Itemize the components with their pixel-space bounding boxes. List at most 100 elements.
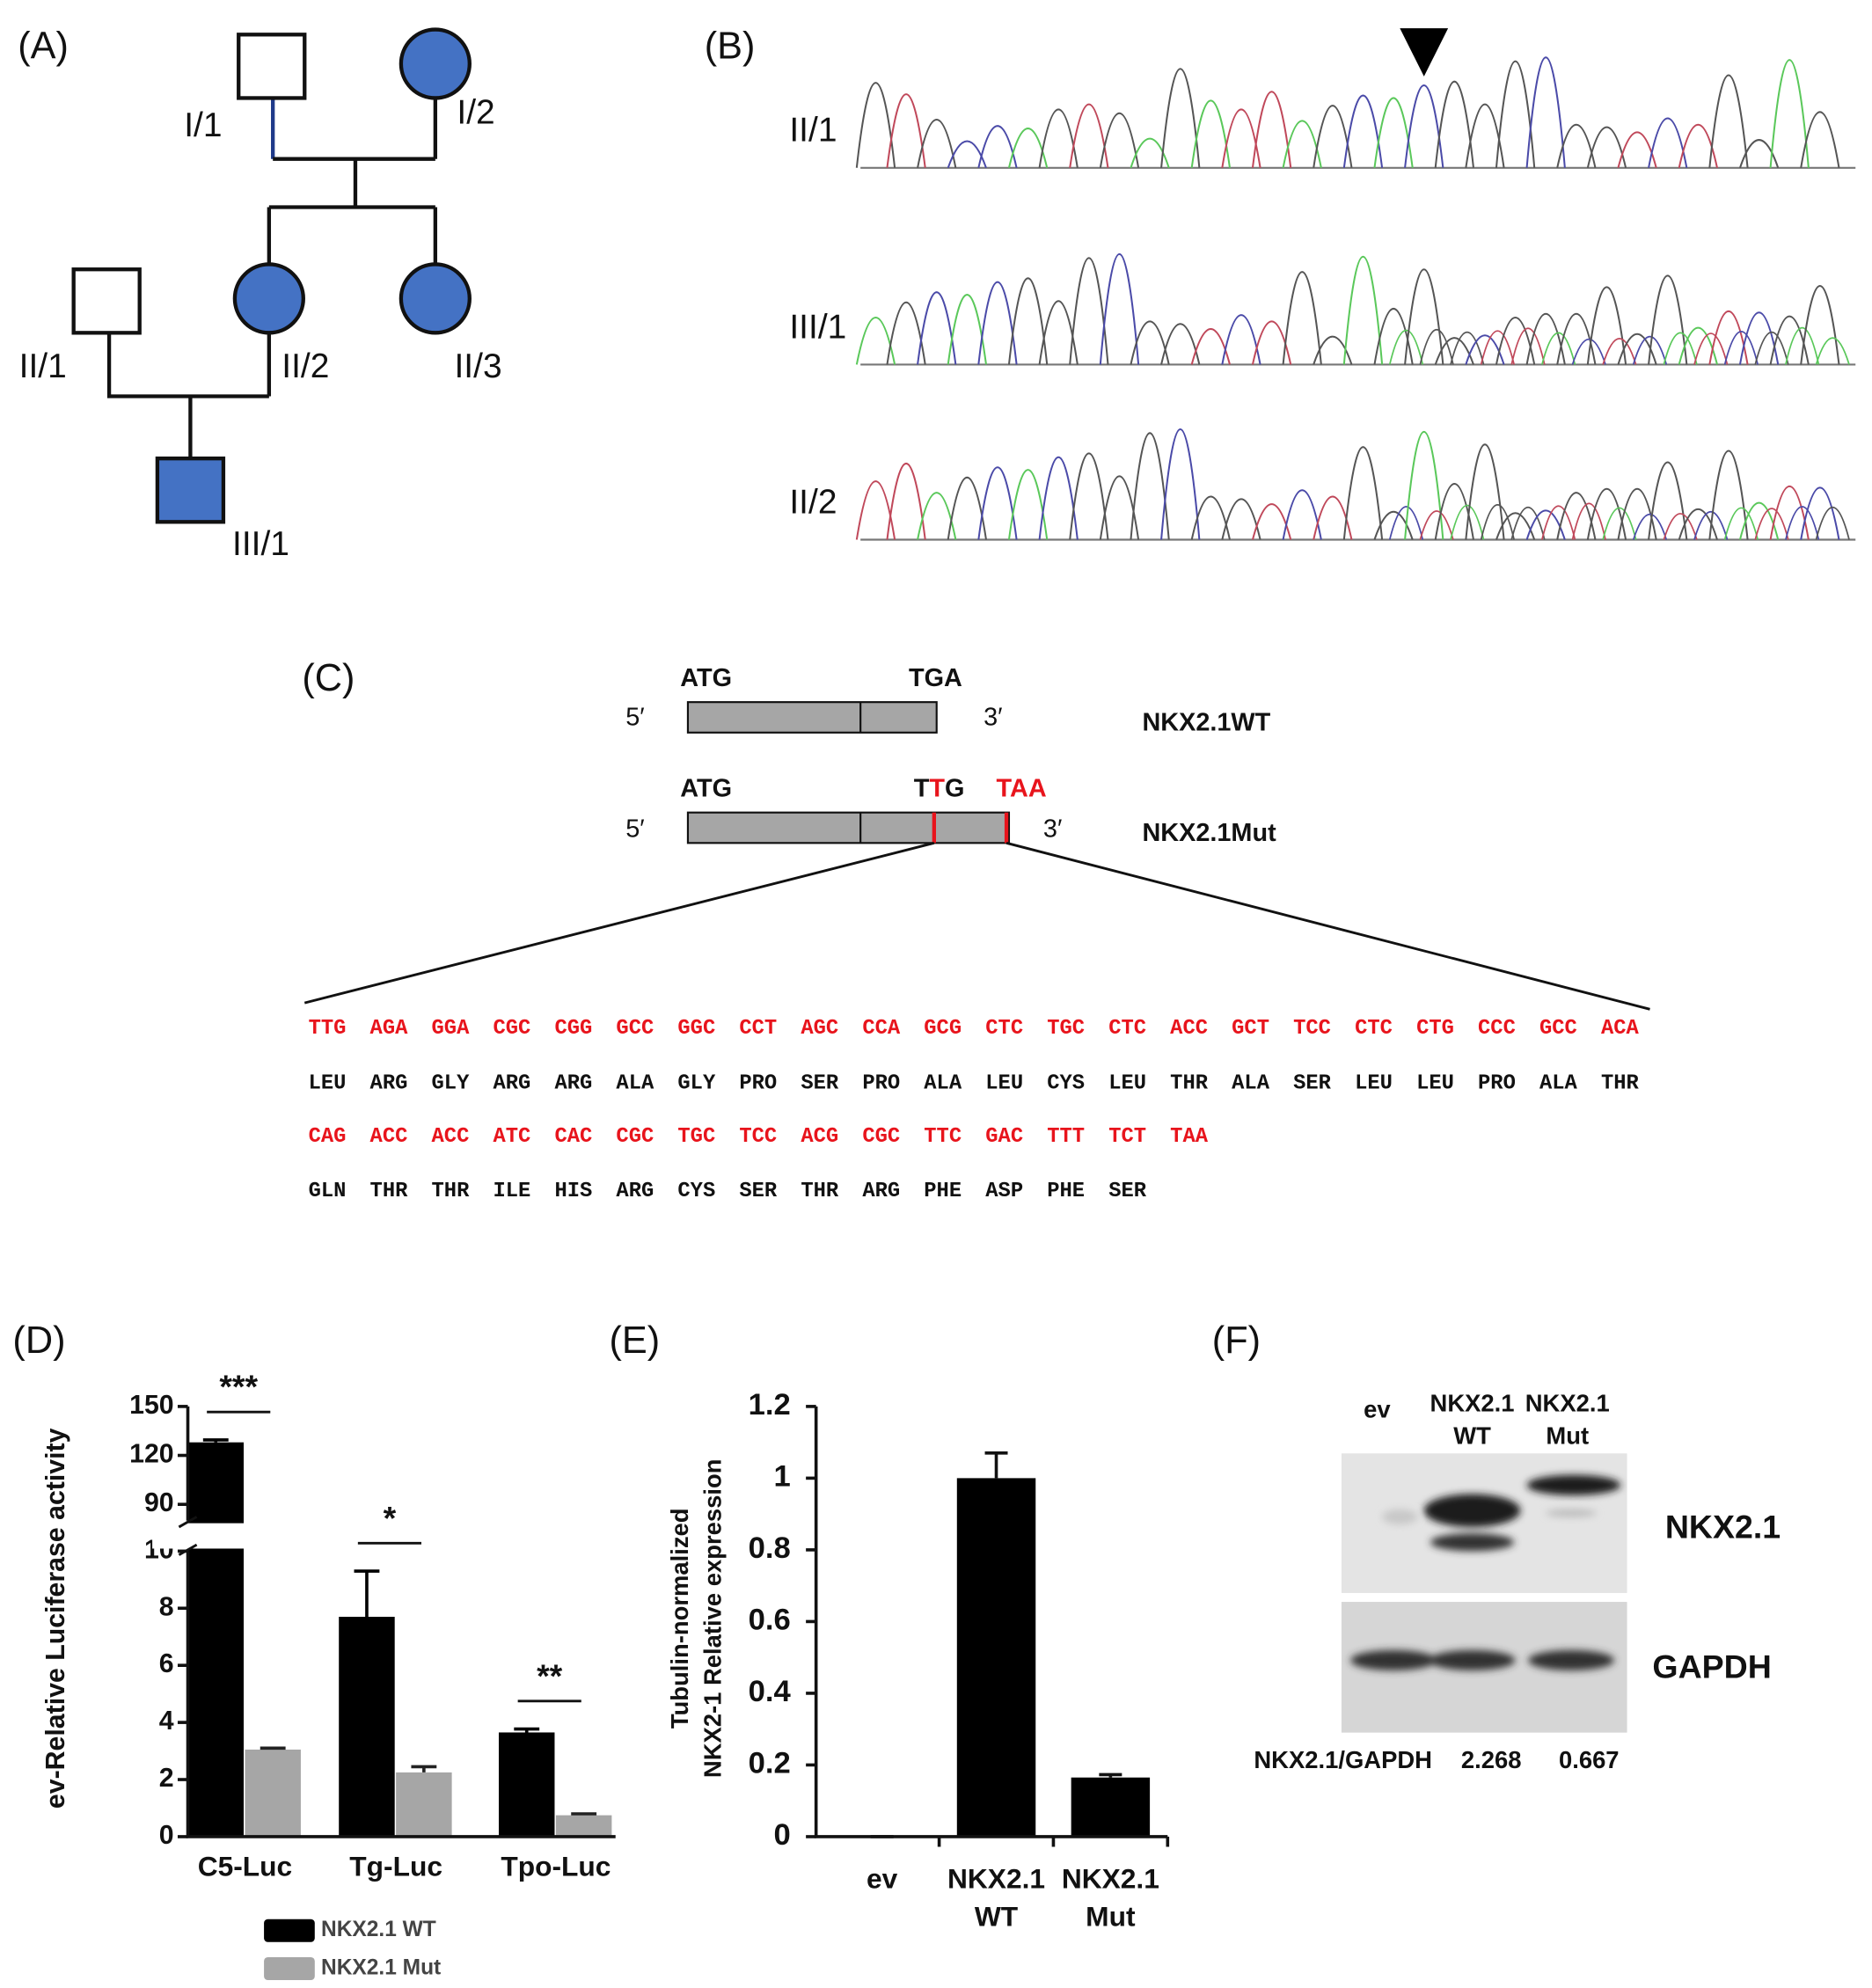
trace-peak: [886, 462, 926, 540]
amino-acid: CYS: [677, 1180, 715, 1203]
trace-peak: [1221, 314, 1261, 365]
trace-peak: [1130, 137, 1170, 169]
codon: CCA: [862, 1017, 901, 1041]
amino-acid: ARG: [370, 1071, 408, 1095]
panel-label: (A): [18, 26, 69, 68]
trace-peak: [1160, 428, 1201, 540]
trace-peak: [1525, 509, 1566, 540]
trace-peak: [1510, 507, 1546, 540]
x-tick-label: Tg-Luc: [349, 1850, 442, 1882]
error-bar: [411, 1765, 437, 1772]
trace-peak: [1069, 452, 1109, 540]
pedigree-female: [399, 262, 472, 335]
five-prime: 5′: [625, 704, 644, 732]
codon: TCT: [1108, 1125, 1146, 1149]
trace-peak: [1541, 505, 1576, 540]
trace-peak: [1739, 139, 1780, 169]
pedigree-label: III/1: [232, 525, 289, 563]
trace-peak: [1708, 74, 1749, 168]
y-axis-label: ev-Relative Luciferase activity: [41, 1428, 70, 1809]
protein-label: GAPDH: [1652, 1648, 1771, 1685]
trace-peak: [1738, 311, 1780, 365]
amino-acid: GLY: [432, 1071, 471, 1095]
y-tick-label: 0.8: [749, 1531, 791, 1565]
amino-acid: LEU: [1108, 1071, 1146, 1095]
y-tick-label: 8: [159, 1592, 174, 1621]
trace-peak: [1313, 495, 1353, 540]
trace-peak: [1404, 268, 1444, 365]
bar: [187, 1442, 245, 1837]
codon: ATC: [493, 1125, 530, 1149]
trace-peak: [1160, 68, 1201, 168]
trace-peak: [1388, 329, 1424, 365]
codon: AGC: [801, 1017, 838, 1041]
y-tick-label: 2: [159, 1764, 174, 1793]
trace-peak: [1525, 56, 1566, 168]
trace-peak: [1007, 469, 1049, 540]
amino-acid: LEU: [985, 1071, 1023, 1095]
trace-peak: [1130, 320, 1170, 365]
pedigree-label: I/1: [184, 106, 222, 144]
amino-acid: ALA: [924, 1071, 962, 1095]
amino-acid: HIS: [554, 1180, 592, 1203]
trace-peak: [1099, 112, 1140, 168]
x-tick-label: C5-Luc: [198, 1850, 293, 1882]
trace-peak: [1342, 256, 1384, 365]
y-tick-label: 0.6: [749, 1604, 791, 1637]
trace-peak: [1648, 461, 1688, 540]
codon: CTC: [1355, 1017, 1393, 1041]
amino-acid: THR: [432, 1180, 471, 1203]
start-codon: ATG: [680, 774, 732, 802]
trace-peak: [1663, 513, 1698, 540]
y-tick-label: 6: [159, 1649, 174, 1678]
protein-label: NKX2.1: [1665, 1509, 1781, 1546]
trace-peak: [1815, 337, 1850, 365]
trace-peak: [1586, 126, 1627, 169]
codon: TTC: [924, 1125, 962, 1149]
trace-peak: [1419, 328, 1454, 365]
trace-peak: [977, 281, 1018, 365]
codon: GCC: [616, 1017, 654, 1041]
codon: ACA: [1601, 1017, 1640, 1041]
trace-peak: [1373, 511, 1414, 540]
trace-peak: [1313, 105, 1353, 168]
label-line: Mut: [1546, 1422, 1589, 1450]
amino-acid: LEU: [1416, 1071, 1454, 1095]
amino-acid: PRO: [1478, 1071, 1516, 1095]
trace-peak: [917, 291, 957, 365]
codon: GCG: [924, 1017, 962, 1041]
panel-label: (E): [610, 1319, 661, 1362]
label-line: ev: [1364, 1396, 1391, 1423]
x-tick-label: NKX2.1 Mut: [1062, 1863, 1159, 1933]
ratio-label: NKX2.1/GAPDH: [1254, 1746, 1432, 1773]
pedigree-label: I/2: [457, 93, 494, 131]
trace-peak: [1571, 338, 1606, 365]
trace-peak: [1769, 485, 1810, 540]
trace-peak: [1586, 487, 1627, 540]
significance: *: [384, 1499, 397, 1536]
trace-peak: [1648, 117, 1688, 168]
trace-peak: [1404, 84, 1444, 168]
arrowhead: [1400, 28, 1449, 77]
trace-peak: [1785, 326, 1820, 365]
bar: [555, 1815, 612, 1837]
trace-peak: [1800, 284, 1840, 365]
bar: [339, 1617, 395, 1837]
pedigree-male: [155, 457, 226, 524]
trace-peak: [1754, 508, 1789, 540]
trace-peak: [1450, 505, 1485, 540]
trace-peak: [1510, 327, 1546, 365]
legend-swatch: [264, 1919, 315, 1942]
error-bar: [1099, 1772, 1122, 1778]
trace-peak: [1678, 508, 1718, 540]
trace-peak: [1282, 271, 1322, 365]
construct: [303, 701, 1650, 1011]
trace-peak: [917, 119, 957, 168]
trace-peak: [886, 302, 926, 365]
codon: CTC: [985, 1017, 1023, 1041]
significance: ***: [219, 1368, 258, 1405]
stop-codon: TGA: [909, 664, 962, 692]
sample-label: III/1: [789, 308, 846, 346]
amino-acid: PHE: [1047, 1180, 1085, 1203]
amino-acid: CYS: [1047, 1071, 1085, 1095]
